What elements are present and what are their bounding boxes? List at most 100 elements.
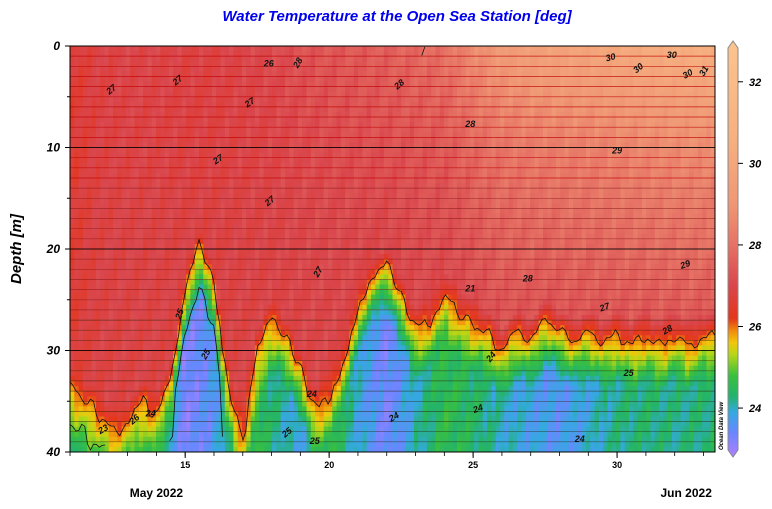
heatmap-cell [130,56,136,62]
heatmap-cell [237,355,243,362]
heatmap-cell [224,193,230,199]
heatmap-cell [130,228,136,235]
heatmap-cell [289,96,295,103]
heatmap-cell [297,345,303,352]
heatmap-cell [293,299,299,306]
heatmap-cell [87,436,93,443]
heatmap-cell [186,259,191,265]
heatmap-cell [229,436,234,443]
heatmap-cell [285,238,290,245]
heatmap-cell [104,299,110,306]
heatmap-cell [267,269,273,275]
heatmap-cell [254,380,260,387]
heatmap-cell [259,228,265,235]
heatmap-cell [306,76,312,83]
heatmap-cell [138,416,144,423]
heatmap-cell [134,243,140,250]
heatmap-cell [147,137,153,144]
heatmap-cell [117,299,123,306]
heatmap-cell [323,101,329,108]
heatmap-cell [242,426,247,433]
heatmap-cell [168,208,174,215]
heatmap-cell [156,117,161,123]
heatmap-cell [250,269,256,275]
heatmap-cell [138,86,144,93]
heatmap-cell [168,86,174,93]
heatmap-cell [87,274,93,281]
heatmap-cell [250,177,256,184]
heatmap-cell [224,177,230,184]
heatmap-cell [267,147,273,154]
heatmap-cell [70,360,75,367]
heatmap-cell [95,71,101,78]
heatmap-cell [186,416,191,423]
heatmap-cell [280,188,286,194]
heatmap-cell [82,370,88,377]
heatmap-cell [160,365,166,372]
heatmap-cell [113,208,118,215]
heatmap-cell [289,320,295,326]
heatmap-cell [100,426,105,433]
heatmap-cell [95,299,101,306]
heatmap-cell [160,223,166,230]
heatmap-cell [186,218,191,225]
heatmap-cell [250,167,256,174]
heatmap-cell [207,243,213,250]
heatmap-cell [181,436,187,443]
heatmap-cell [207,441,213,448]
heatmap-cell [138,299,144,306]
heatmap-cell [177,325,183,331]
heatmap-cell [220,314,226,321]
heatmap-cell [160,198,166,204]
heatmap-cell [82,330,88,336]
heatmap-cell [242,284,247,291]
heatmap-cell [104,101,110,108]
heatmap-cell [173,122,179,128]
heatmap-cell [289,81,295,88]
heatmap-cell [151,294,157,301]
heatmap-cell [74,51,80,57]
heatmap-cell [250,299,256,306]
heatmap-cell [113,309,118,316]
heatmap-cell [87,401,93,407]
heatmap-cell [143,441,148,448]
heatmap-cell [181,441,187,448]
heatmap-cell [315,299,320,306]
heatmap-cell [138,46,144,52]
heatmap-cell [332,167,338,174]
heatmap-cell [237,198,243,204]
heatmap-cell [229,249,234,255]
heatmap-cell [246,238,252,245]
heatmap-cell [336,137,342,144]
heatmap-cell [95,172,101,179]
heatmap-cell [156,320,161,326]
heatmap-cell [229,208,234,215]
heatmap-cell [125,238,131,245]
heatmap-cell [220,411,226,418]
heatmap-cell [199,350,204,357]
heatmap-cell [306,406,312,412]
heatmap-cell [242,259,247,265]
heatmap-cell [151,375,157,382]
heatmap-cell [237,142,243,149]
heatmap-cell [134,436,140,443]
heatmap-cell [87,284,93,291]
heatmap-cell [194,223,200,230]
heatmap-cell [289,66,295,72]
heatmap-cell [259,375,265,382]
heatmap-cell [306,101,312,108]
heatmap-cell [160,122,166,128]
heatmap-cell [285,157,290,164]
heatmap-cell [70,259,75,265]
heatmap-cell [125,365,131,372]
heatmap-cell [289,243,295,250]
heatmap-cell [302,238,308,245]
heatmap-cell [267,198,273,204]
heatmap-cell [121,416,127,423]
heatmap-cell [315,274,320,281]
heatmap-cell [173,172,179,179]
heatmap-cell [216,335,222,341]
heatmap-cell [70,386,75,392]
heatmap-cell [117,208,123,215]
heatmap-cell [194,61,200,67]
